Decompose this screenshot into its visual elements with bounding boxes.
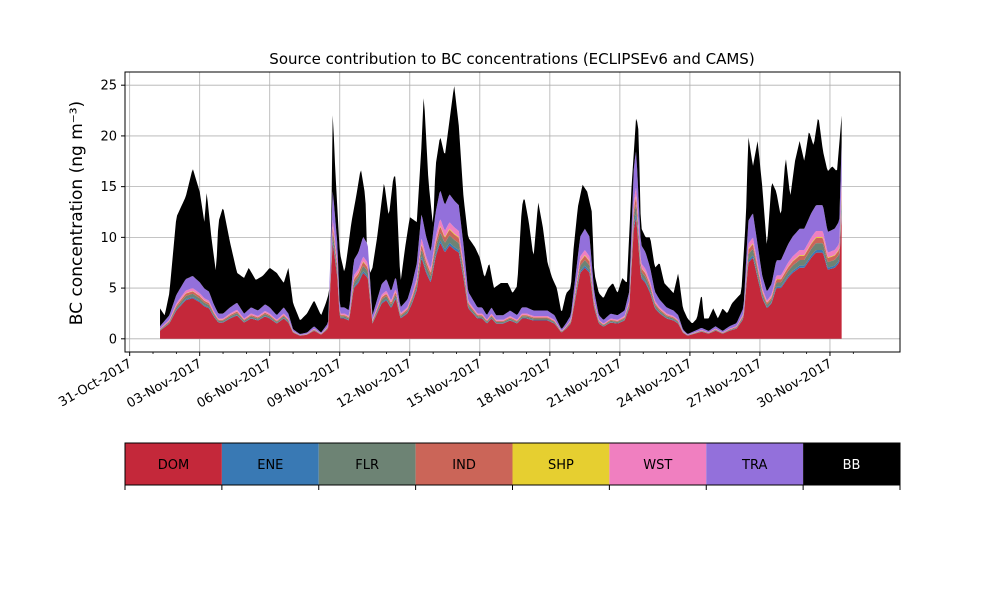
legend-swatch-flr — [318, 443, 416, 485]
y-axis-title: BC concentration (ng m⁻³) — [67, 101, 87, 325]
y-tick-label: 15 — [100, 180, 117, 195]
area-dom — [160, 212, 842, 339]
legend-swatch-bb — [803, 443, 900, 485]
legend-swatch-shp — [512, 443, 610, 485]
legend-label-wst: WST — [643, 458, 672, 473]
legend-label-ene: ENE — [257, 458, 283, 473]
y-tick-label: 25 — [100, 79, 117, 94]
legend-label-tra: TRA — [741, 458, 767, 473]
plot-frame — [124, 71, 901, 353]
legend-swatch-dom — [125, 443, 222, 485]
legend: DOM ENE FLR IND SHP WST TRA BB — [124, 442, 901, 490]
y-tick-label: 0 — [109, 332, 117, 347]
legend-swatch-wst — [609, 443, 707, 485]
stacked-areas — [160, 86, 842, 339]
legend-swatch-ind — [415, 443, 513, 485]
legend-label-shp: SHP — [548, 458, 574, 473]
legend-swatch-tra — [706, 443, 804, 485]
y-tick-label: 10 — [100, 231, 117, 246]
legend-label-flr: FLR — [355, 458, 379, 473]
legend-label-bb: BB — [843, 458, 861, 473]
legend-label-dom: DOM — [158, 458, 189, 473]
legend-swatch-ene — [221, 443, 319, 485]
chart-title: Source contribution to BC concentrations… — [269, 50, 754, 68]
y-tick-label: 5 — [109, 282, 117, 297]
y-tick-label: 20 — [100, 129, 117, 144]
area-bb — [160, 86, 842, 334]
legend-label-ind: IND — [452, 458, 476, 473]
